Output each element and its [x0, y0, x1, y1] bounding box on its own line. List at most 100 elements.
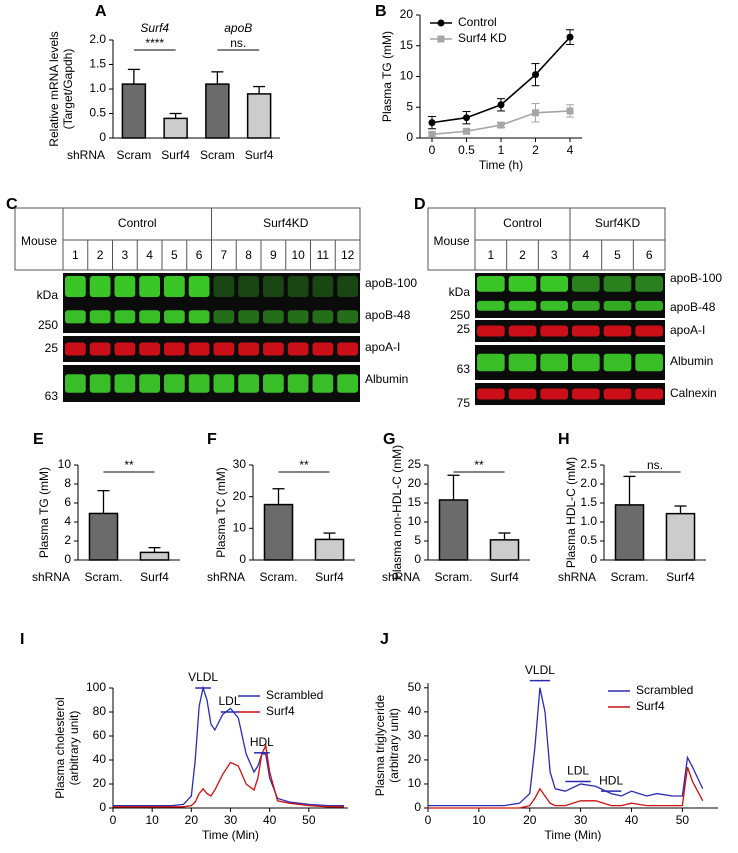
band	[572, 325, 600, 337]
point	[566, 33, 574, 41]
lane-label: 2	[519, 248, 526, 262]
row-label: shRNA	[67, 148, 105, 162]
band	[213, 310, 235, 324]
legend-label: Scrambled	[266, 688, 323, 702]
bar	[614, 504, 645, 561]
band	[603, 276, 632, 292]
y-axis-label: (arbitrary unit)	[387, 708, 401, 783]
band	[263, 276, 284, 297]
y-tick-label: 40	[408, 704, 422, 718]
x-tick-label: 4	[567, 143, 574, 157]
x-tick-label: Scram.	[84, 570, 122, 584]
point	[463, 114, 470, 122]
lane-label: 1	[487, 248, 494, 262]
bar	[88, 512, 119, 561]
y-axis-label: Plasma non-HDL-C (mM)	[390, 445, 404, 580]
series-line	[428, 687, 704, 807]
y-tick-label: 5	[414, 533, 421, 547]
x-tick-label: Surf4	[161, 148, 190, 162]
band-label: apoB-100	[365, 276, 417, 290]
x-tick-label: 0	[425, 813, 432, 827]
band	[89, 342, 111, 356]
marker-label: 25	[457, 322, 471, 336]
band-label: Albumin	[670, 354, 713, 368]
y-axis-label: (arbitrary unit)	[67, 711, 81, 786]
marker-label: 250	[450, 308, 470, 322]
band-label: Calnexin	[670, 386, 717, 400]
band	[337, 310, 358, 324]
x-tick-label: Surf4	[140, 570, 169, 584]
x-tick-label: Scram.	[610, 570, 648, 584]
y-tick-label: 2.5	[580, 457, 597, 471]
legend-label: Surf4	[636, 699, 665, 713]
band	[477, 276, 505, 292]
panel-label: F	[207, 431, 217, 448]
band	[238, 310, 259, 324]
marker-label: 250	[38, 318, 58, 332]
x-tick-label: 0	[110, 813, 117, 827]
row-label: shRNA	[32, 570, 70, 584]
y-tick-label: 0.5	[580, 533, 597, 547]
y-axis-label: Plasma TG (mM)	[380, 31, 394, 122]
band	[635, 300, 663, 311]
panel-label: B	[375, 3, 387, 20]
band	[238, 374, 259, 393]
panel-label: J	[380, 631, 389, 648]
band	[603, 300, 632, 311]
y-tick-label: 0	[590, 552, 597, 566]
row-label: shRNA	[558, 570, 596, 584]
band	[287, 374, 309, 393]
row-label: shRNA	[382, 570, 420, 584]
panel-label: G	[383, 431, 395, 448]
y-tick-label: 1.0	[89, 81, 106, 95]
band	[287, 310, 309, 324]
y-axis-label: Relative mRNA levels	[47, 31, 61, 146]
annotation: LDL	[567, 764, 589, 778]
x-tick-label: 20	[185, 813, 199, 827]
annotation: VLDL	[188, 670, 218, 684]
band	[114, 342, 136, 356]
x-tick-label: 20	[523, 813, 537, 827]
point	[497, 121, 505, 129]
y-axis-label: Plasma HDL-C (mM)	[564, 457, 578, 568]
y-tick-label: 0.5	[89, 106, 106, 120]
band	[312, 276, 334, 297]
annotation: HDL	[599, 773, 623, 787]
band	[603, 353, 632, 372]
band	[477, 353, 505, 372]
band	[213, 374, 235, 393]
band	[164, 342, 185, 356]
y-axis-label: Plasma TC (mM)	[214, 467, 228, 557]
band	[337, 374, 358, 393]
lane-label: 5	[171, 248, 178, 262]
band	[477, 325, 505, 337]
group-label: Surf4KD	[263, 216, 309, 230]
x-tick-label: 40	[263, 813, 277, 827]
band-label: apoA-I	[670, 323, 705, 337]
x-tick-label: 1	[498, 143, 505, 157]
band	[287, 276, 309, 297]
blot-strip	[63, 336, 360, 362]
group-label: apoB	[224, 21, 252, 35]
y-tick-label: 0	[99, 800, 106, 814]
band	[635, 276, 663, 292]
unit-label: kDa	[37, 288, 59, 302]
band	[540, 388, 568, 400]
band	[89, 276, 111, 297]
band	[312, 310, 334, 324]
x-tick-label: 40	[625, 813, 639, 827]
band	[114, 374, 136, 393]
x-tick-label: Scram.	[434, 570, 472, 584]
band	[635, 388, 663, 400]
y-tick-label: 0	[414, 800, 421, 814]
y-axis-label: (Target/Gapdh)	[61, 49, 75, 130]
y-tick-label: 10	[58, 457, 72, 471]
panel-label: E	[33, 431, 44, 448]
band	[572, 353, 600, 372]
band	[508, 353, 537, 372]
y-tick-label: 20	[93, 776, 107, 790]
unit-label: kDa	[449, 285, 471, 299]
band	[540, 276, 568, 292]
y-tick-label: 0	[239, 552, 246, 566]
